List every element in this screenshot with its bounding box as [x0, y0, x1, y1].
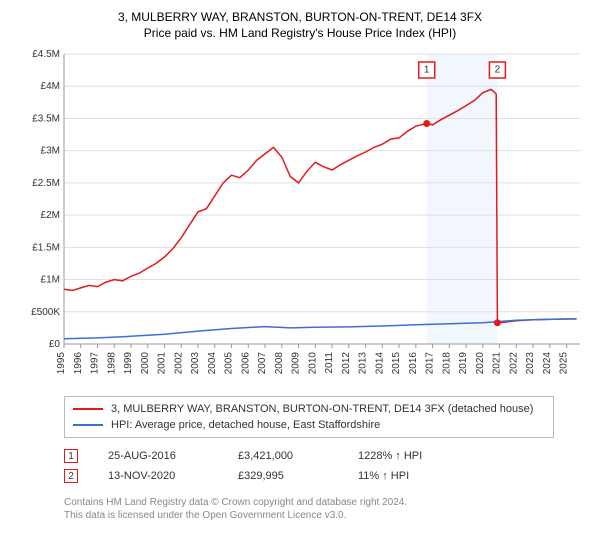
ytick-label: £4M	[41, 81, 60, 92]
chart-title-block: 3, MULBERRY WAY, BRANSTON, BURTON-ON-TRE…	[14, 10, 586, 40]
sale-marker-number: 2	[495, 65, 501, 76]
xtick-label: 2022	[508, 352, 519, 375]
ytick-label: £4.5M	[32, 49, 60, 60]
xtick-label: 2011	[324, 352, 335, 374]
xtick-label: 2013	[358, 352, 369, 375]
sale-marker-number: 1	[424, 65, 430, 76]
sale-hpi: 11% ↑ HPI	[358, 470, 468, 482]
ytick-label: £2.5M	[32, 178, 60, 189]
xtick-label: 2008	[274, 352, 285, 375]
xtick-label: 1999	[123, 352, 134, 375]
xtick-label: 1998	[106, 352, 117, 375]
chart-svg: £0 £500K £1M £1.5M £2M £2.5M £3M £3.5M £4M £4.5M 1…	[14, 48, 586, 390]
ytick-label: £2M	[41, 210, 60, 221]
xtick-label: 2012	[341, 352, 352, 375]
legend-label: HPI: Average price, detached house, East…	[111, 419, 380, 431]
sale-marker-1: 1	[64, 449, 78, 463]
ytick-label: £1M	[41, 275, 60, 286]
sale-hpi: 1228% ↑ HPI	[358, 450, 468, 462]
sale-date: 13-NOV-2020	[108, 470, 208, 482]
xtick-label: 2014	[374, 352, 385, 375]
xtick-label: 2023	[525, 352, 536, 375]
xtick-label: 2019	[458, 352, 469, 375]
xtick-label: 2021	[492, 352, 503, 375]
footer-attribution: Contains HM Land Registry data © Crown c…	[64, 496, 586, 522]
chart-area: £0 £500K £1M £1.5M £2M £2.5M £3M £3.5M £4M £4.5M 1…	[14, 48, 586, 390]
xtick-label: 1995	[56, 352, 67, 375]
xtick-label: 2018	[441, 352, 452, 375]
title-line-2: Price paid vs. HM Land Registry's House …	[14, 26, 586, 40]
footer-line-2: This data is licensed under the Open Gov…	[64, 509, 586, 522]
legend-row: HPI: Average price, detached house, East…	[73, 417, 545, 433]
xtick-label: 2016	[408, 352, 419, 375]
xtick-label: 1997	[90, 352, 101, 375]
legend-label: 3, MULBERRY WAY, BRANSTON, BURTON-ON-TRE…	[111, 403, 533, 415]
xtick-label: 1996	[73, 352, 84, 375]
legend-row: 3, MULBERRY WAY, BRANSTON, BURTON-ON-TRE…	[73, 401, 545, 417]
sale-points-table: 1 25-AUG-2016 £3,421,000 1228% ↑ HPI 2 1…	[64, 446, 554, 486]
ytick-label: £0	[49, 339, 61, 350]
legend-swatch-property	[73, 408, 103, 410]
xtick-label: 2009	[291, 352, 302, 375]
sale-date: 25-AUG-2016	[108, 450, 208, 462]
sale-point-row: 2 13-NOV-2020 £329,995 11% ↑ HPI	[64, 466, 554, 486]
xtick-label: 2001	[157, 352, 168, 375]
xtick-label: 2002	[173, 352, 184, 375]
highlight-band	[427, 54, 498, 344]
footer-line-1: Contains HM Land Registry data © Crown c…	[64, 496, 586, 509]
series-property	[64, 89, 577, 322]
sale-price: £3,421,000	[238, 450, 328, 462]
xtick-label: 2015	[391, 352, 402, 375]
sale-dot	[494, 319, 501, 326]
xtick-label: 2007	[257, 352, 268, 375]
ytick-label: £3.5M	[32, 113, 60, 124]
ytick-label: £3M	[41, 146, 60, 157]
sale-marker-2: 2	[64, 469, 78, 483]
title-line-1: 3, MULBERRY WAY, BRANSTON, BURTON-ON-TRE…	[14, 10, 586, 24]
legend-swatch-hpi	[73, 424, 103, 426]
xtick-label: 2017	[425, 352, 436, 375]
xtick-label: 2003	[190, 352, 201, 375]
xtick-label: 2006	[240, 352, 251, 375]
xtick-label: 2004	[207, 352, 218, 375]
ytick-label: £500K	[31, 307, 60, 318]
xtick-label: 2025	[559, 352, 570, 375]
xtick-label: 2020	[475, 352, 486, 375]
sale-price: £329,995	[238, 470, 328, 482]
xtick-label: 2005	[224, 352, 235, 375]
sale-point-row: 1 25-AUG-2016 £3,421,000 1228% ↑ HPI	[64, 446, 554, 466]
xtick-label: 2010	[307, 352, 318, 375]
legend-box: 3, MULBERRY WAY, BRANSTON, BURTON-ON-TRE…	[64, 396, 554, 438]
xtick-label: 2000	[140, 352, 151, 375]
xtick-label: 2024	[542, 352, 553, 375]
ytick-label: £1.5M	[32, 242, 60, 253]
sale-dot	[423, 120, 430, 127]
